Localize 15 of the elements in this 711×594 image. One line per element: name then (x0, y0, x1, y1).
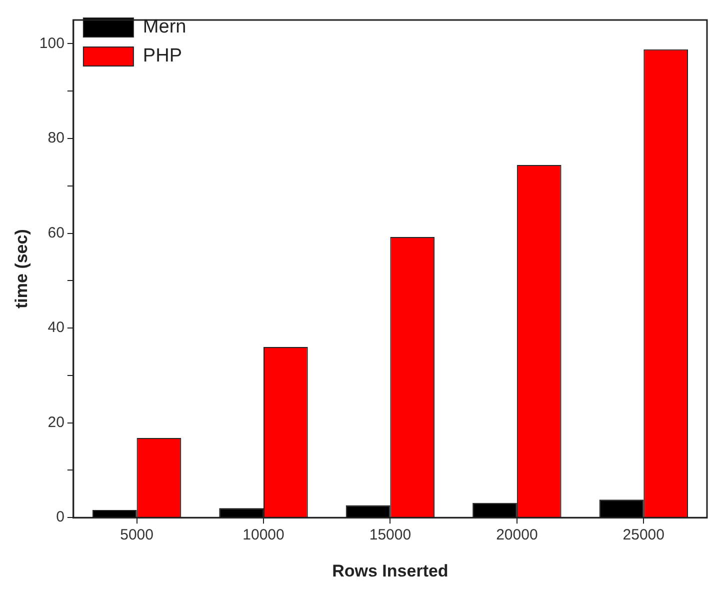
x-tick-label: 25000 (622, 526, 664, 544)
y-tick-label: 60 (48, 224, 64, 242)
y-tick-label: 0 (56, 508, 64, 526)
x-tick-label: 5000 (120, 526, 154, 544)
x-tick-label: 15000 (369, 526, 412, 544)
legend-label: PHP (142, 46, 182, 67)
y-tick-label: 40 (48, 319, 64, 336)
y-tick-label: 20 (48, 414, 64, 431)
legend-label: Mern (142, 16, 186, 38)
x-tick-label: 10000 (242, 526, 284, 544)
y-axis-title: time (sec) (12, 229, 31, 308)
x-axis-title: Rows Inserted (332, 561, 448, 580)
x-tick-label: 20000 (496, 526, 538, 544)
y-tick-label: 80 (48, 130, 64, 147)
y-tick-label: 100 (39, 34, 64, 52)
